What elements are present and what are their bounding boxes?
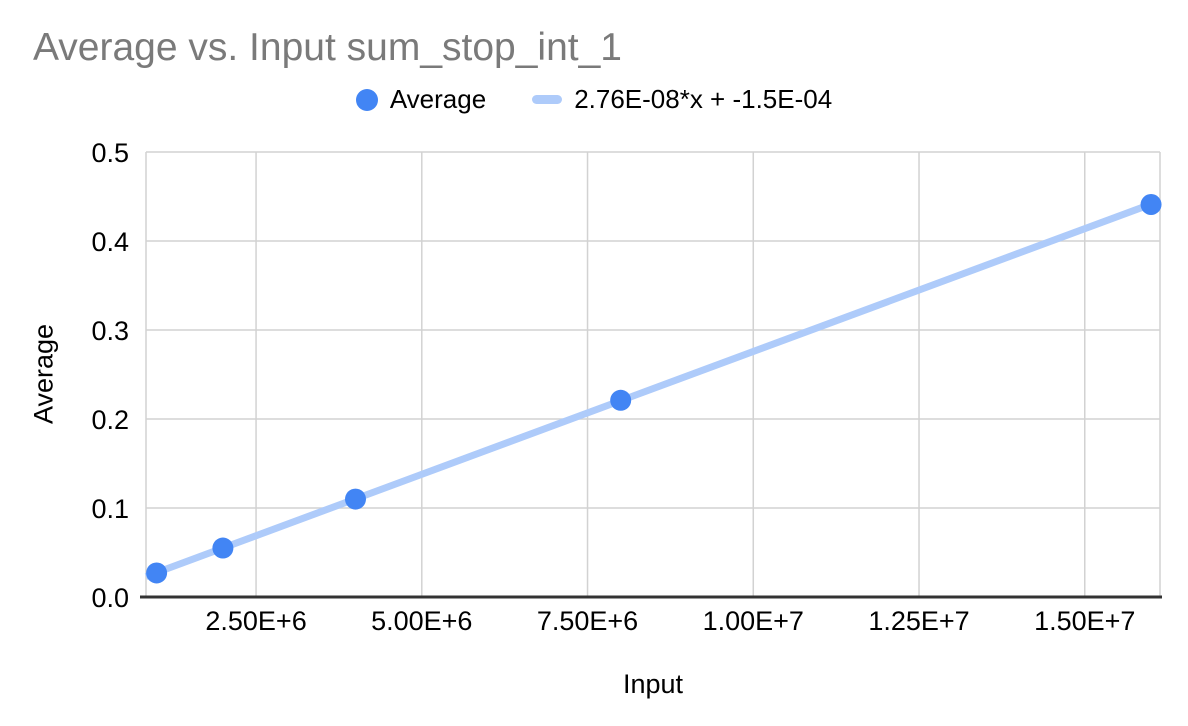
x-tick-label: 5.00E+6: [371, 606, 472, 636]
legend-trendline-label: 2.76E-08*x + -1.5E-04: [574, 84, 833, 114]
x-tick-label: 1.50E+7: [1034, 606, 1135, 636]
legend-series-label: Average: [389, 84, 487, 114]
data-point[interactable]: [610, 389, 632, 411]
series-marker-icon: [355, 88, 378, 111]
data-point[interactable]: [1140, 194, 1162, 216]
x-tick-label: 1.25E+7: [868, 606, 969, 636]
y-tick-label: 0.3: [91, 316, 129, 346]
y-axis-title: Average: [28, 323, 59, 425]
trendline-swatch-icon: [532, 95, 563, 104]
data-point[interactable]: [146, 562, 168, 584]
x-axis-title: Input: [622, 669, 684, 699]
x-tick-label: 7.50E+6: [537, 606, 638, 636]
chart-title: Average vs. Input sum_stop_int_1: [33, 26, 622, 69]
y-tick-label: 0.5: [91, 138, 129, 168]
x-tick-label: 1.00E+7: [703, 606, 804, 636]
data-point[interactable]: [344, 488, 366, 510]
data-point[interactable]: [212, 537, 234, 559]
y-tick-label: 0.0: [91, 583, 129, 613]
y-tick-label: 0.2: [91, 405, 129, 435]
x-tick-label: 2.50E+6: [205, 606, 306, 636]
y-tick-label: 0.1: [91, 494, 129, 524]
y-tick-label: 0.4: [91, 227, 129, 257]
legend-item-trendline[interactable]: 2.76E-08*x + -1.5E-04: [532, 84, 832, 115]
legend-item-average[interactable]: Average: [355, 84, 487, 115]
legend: Average 2.76E-08*x + -1.5E-04: [0, 84, 1188, 115]
trendline: [144, 197, 1162, 580]
